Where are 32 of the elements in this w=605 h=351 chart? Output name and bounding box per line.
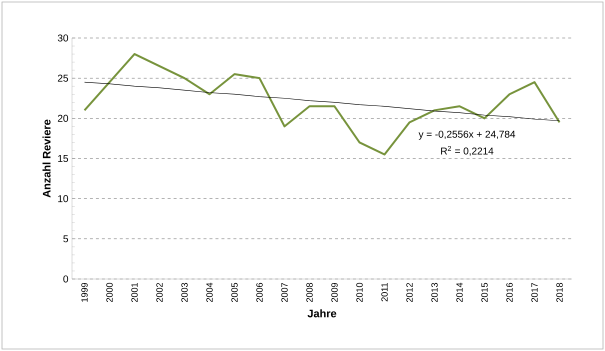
x-tick-label: 2014	[456, 282, 463, 302]
x-tick-label: 2009	[331, 282, 338, 302]
x-tick-label: 2002	[156, 282, 163, 302]
y-tick-label: 15	[58, 155, 68, 162]
x-tick-label: 2007	[281, 282, 288, 302]
annotation: y = -0,2556x + 24,784	[418, 130, 516, 140]
x-tick-label: 2012	[406, 282, 413, 302]
y-axis-title: Anzahl Reviere	[42, 120, 51, 198]
x-tick-label: 2004	[206, 282, 213, 302]
x-tick-label: 2013	[431, 282, 438, 302]
x-tick-label: 2006	[256, 282, 263, 302]
x-axis-title: Jahre	[308, 309, 336, 318]
x-tick-label: 2001	[131, 282, 138, 302]
x-tick-label: 2005	[231, 282, 238, 302]
y-tick-label: 25	[58, 74, 68, 82]
x-tick-label: 2011	[381, 282, 388, 302]
x-tick-label: 2003	[181, 282, 188, 302]
x-tick-label: 2008	[306, 282, 313, 302]
y-tick-label: 30	[58, 34, 68, 42]
x-tick-label: 2018	[556, 282, 563, 302]
y-tick-label: 10	[58, 195, 68, 202]
x-tick-label: 2015	[481, 282, 488, 302]
y-tick-label: 20	[58, 114, 68, 122]
x-tick-label: 2016	[506, 282, 513, 302]
y-tick-label: 0	[63, 275, 68, 283]
annotation: R$^{2}$ = 0,2214	[441, 146, 494, 156]
x-tick-label: 2017	[531, 282, 538, 302]
x-tick-label: 2010	[356, 282, 363, 302]
line-series	[84, 82, 560, 122]
y-tick-label: 5	[63, 235, 68, 242]
x-tick-label: 1999	[81, 282, 88, 302]
x-tick-label: 2000	[106, 282, 113, 302]
